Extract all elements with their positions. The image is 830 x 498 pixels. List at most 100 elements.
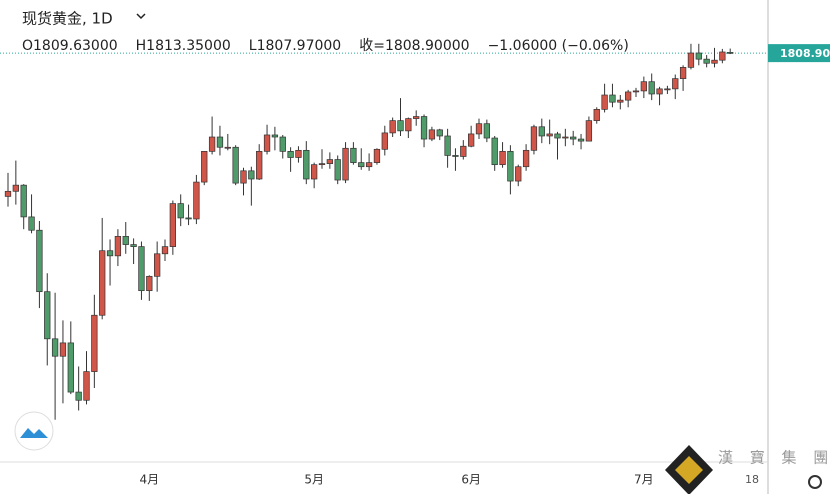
- candle-body: [248, 170, 255, 180]
- candle-body: [515, 166, 522, 182]
- candle-body: [114, 236, 122, 257]
- candle-body: [530, 126, 538, 151]
- chart-title: 现货黄金, 1D: [22, 10, 113, 28]
- candle-body: [350, 147, 357, 163]
- candle-body: [208, 136, 216, 152]
- candle-body: [161, 246, 169, 255]
- candle-body: [672, 78, 679, 90]
- candle-body: [522, 149, 530, 168]
- candle-body: [201, 151, 208, 183]
- candle-body: [617, 99, 624, 103]
- watermark-logo: [665, 445, 713, 495]
- candle-body: [342, 147, 349, 181]
- candle-body: [154, 253, 161, 277]
- time-label: 18: [745, 473, 759, 486]
- legend-item: L1807.97000: [249, 38, 341, 54]
- candle-body: [4, 190, 12, 197]
- candle-body: [664, 88, 671, 91]
- candle-body: [311, 164, 318, 180]
- candle-body: [83, 371, 90, 401]
- candle-body: [334, 159, 341, 181]
- candle-body: [468, 133, 475, 147]
- candle-body: [271, 134, 279, 138]
- candle-body: [460, 145, 467, 157]
- candle-body: [593, 109, 600, 121]
- interval-dropdown[interactable]: [136, 13, 146, 20]
- candle-body: [601, 94, 608, 110]
- candle-body: [499, 151, 506, 166]
- x-tick-label: 5月: [304, 473, 324, 487]
- candle-body: [91, 314, 98, 372]
- candle-body: [358, 162, 365, 168]
- candle-body: [640, 81, 647, 92]
- legend-item: 收=1808.90000: [359, 38, 469, 54]
- candle-body: [703, 58, 710, 64]
- candle-body: [99, 250, 106, 316]
- candle-body: [240, 170, 247, 184]
- candle-body: [287, 151, 294, 158]
- price-tag: [768, 44, 830, 63]
- x-tick-label: 6月: [461, 473, 481, 487]
- candle-body: [146, 275, 153, 292]
- legend-item: O1809.63000: [22, 38, 118, 54]
- candle-body: [318, 163, 326, 166]
- candle-body: [570, 136, 577, 140]
- candle-body: [20, 184, 27, 218]
- candle-body: [405, 118, 412, 132]
- candle-body: [44, 291, 51, 340]
- logo[interactable]: [14, 411, 54, 451]
- candle-body: [507, 151, 514, 182]
- candle-body: [632, 90, 640, 93]
- candle-body: [538, 126, 545, 137]
- candle-body: [75, 391, 82, 401]
- candle-body: [51, 338, 59, 357]
- candle-body: [169, 203, 177, 247]
- candle-body: [656, 88, 663, 95]
- candle-body: [648, 81, 655, 95]
- candle-body: [36, 229, 43, 293]
- candle-body: [491, 137, 498, 166]
- candle-body: [562, 136, 569, 139]
- candle-body: [475, 123, 483, 135]
- candle-body: [719, 51, 726, 61]
- candle-body: [12, 184, 20, 192]
- candle-body: [67, 342, 74, 393]
- settings-icon[interactable]: [808, 475, 822, 489]
- legend-item: H1813.35000: [136, 38, 231, 54]
- candle-body: [397, 120, 404, 132]
- candle-body: [389, 120, 396, 134]
- candle-body: [624, 91, 632, 101]
- candle-body: [279, 136, 286, 152]
- candle-body: [193, 181, 200, 220]
- candle-body: [428, 129, 436, 140]
- candle-body: [303, 149, 310, 180]
- candle-body: [256, 151, 263, 180]
- candle-body: [452, 155, 459, 157]
- candle-body: [609, 94, 616, 103]
- candle-body: [138, 246, 145, 292]
- candle-body: [546, 133, 553, 137]
- x-tick-label: 7月: [634, 473, 654, 487]
- candle-body: [727, 52, 734, 54]
- candle-body: [444, 135, 451, 156]
- watermark: 漢 寶 集 團: [718, 449, 830, 467]
- candle-body: [216, 136, 224, 148]
- candle-body: [106, 250, 114, 257]
- candle-body: [224, 146, 231, 149]
- candle-body: [185, 217, 192, 220]
- candle-body: [577, 138, 585, 142]
- candle-body: [420, 116, 428, 140]
- candle-body: [263, 134, 271, 152]
- candle-body: [554, 133, 561, 139]
- candle-body: [326, 159, 333, 164]
- legend-item: −1.06000 (−0.06%): [488, 38, 629, 54]
- candle-body: [122, 236, 129, 245]
- candle-body: [679, 67, 687, 79]
- candle-body: [436, 129, 443, 137]
- price-tag-label: 1808.900: [780, 47, 830, 60]
- candle-body: [711, 59, 718, 64]
- candle-body: [373, 148, 381, 163]
- candle-body: [585, 120, 593, 142]
- candle-body: [232, 146, 239, 184]
